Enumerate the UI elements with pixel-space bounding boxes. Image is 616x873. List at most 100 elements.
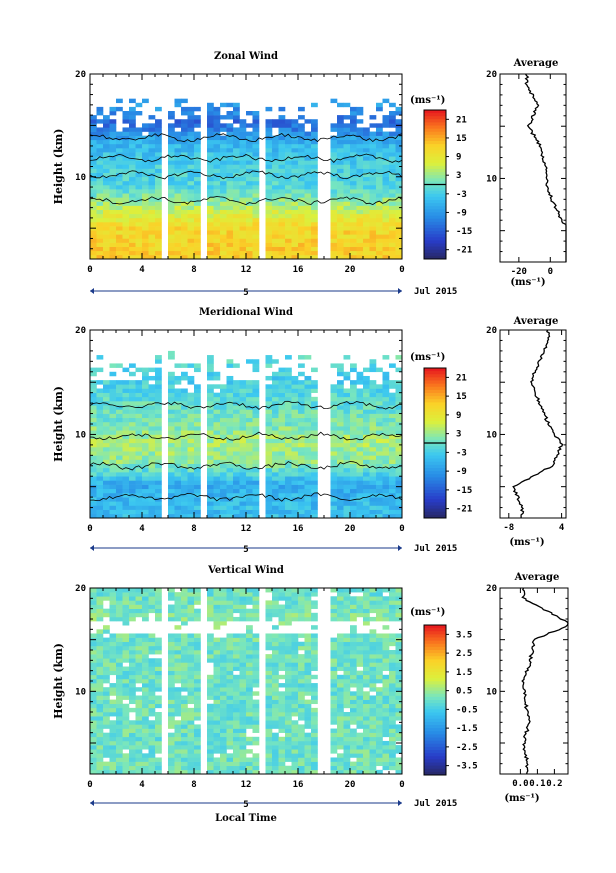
- heatmap-cell: [122, 455, 130, 460]
- heatmap-cell: [213, 497, 221, 502]
- heatmap-cell: [291, 143, 299, 149]
- heatmap-cell: [291, 740, 299, 746]
- heatmap-cell: [265, 355, 273, 360]
- heatmap-cell: [337, 662, 344, 667]
- heatmap-cell: [174, 712, 182, 717]
- heatmap-cell: [103, 384, 110, 389]
- heatmap-cell: [109, 106, 117, 112]
- heatmap-cell: [291, 484, 299, 490]
- heatmap-cell: [350, 176, 357, 182]
- heatmap-cell: [330, 172, 338, 178]
- heatmap-cell: [389, 230, 396, 235]
- heatmap-cell: [129, 180, 136, 186]
- heatmap-cell: [304, 736, 312, 742]
- heatmap-cell: [330, 442, 338, 448]
- heatmap-cell: [181, 396, 188, 402]
- heatmap-cell: [265, 143, 273, 149]
- heatmap-cell: [148, 446, 156, 452]
- heatmap-cell: [122, 438, 130, 444]
- heatmap-cell: [187, 633, 195, 638]
- heatmap-cell: [363, 185, 370, 190]
- heatmap-cell: [389, 658, 396, 663]
- heatmap-cell: [90, 185, 97, 190]
- heatmap-cell: [304, 413, 312, 419]
- heatmap-cell: [174, 426, 182, 431]
- date-axis-arrow-left: [90, 545, 94, 551]
- heatmap-cell: [103, 749, 110, 754]
- heatmap-cell: [382, 509, 390, 515]
- heatmap-cell: [168, 616, 175, 622]
- heatmap-cell: [148, 160, 156, 165]
- heatmap-cell: [363, 757, 370, 762]
- heatmap-cell: [148, 740, 156, 746]
- heatmap-cell: [109, 234, 117, 239]
- heatmap-cell: [103, 716, 110, 721]
- heatmap-cell: [395, 645, 403, 651]
- heatmap-cell: [174, 745, 182, 750]
- x-tick-label: 0: [399, 265, 404, 275]
- heatmap-cell: [148, 451, 156, 456]
- heatmap-cell: [207, 359, 214, 364]
- heatmap-cell: [304, 254, 312, 260]
- heatmap-cell: [155, 242, 162, 247]
- heatmap-cell: [395, 421, 403, 427]
- heatmap-cell: [376, 666, 383, 671]
- heatmap-cell: [330, 612, 338, 618]
- heatmap-cell: [350, 492, 357, 498]
- colorbar-swatch: [424, 175, 446, 179]
- heatmap-cell: [291, 139, 299, 145]
- heatmap-cell: [350, 612, 357, 618]
- heatmap-cell: [252, 226, 260, 231]
- heatmap-cell: [220, 724, 227, 729]
- heatmap-cell: [343, 168, 351, 173]
- heatmap-cell: [155, 703, 162, 709]
- heatmap-cell: [174, 205, 182, 210]
- heatmap-cell: [389, 102, 396, 108]
- heatmap-cell: [311, 745, 318, 750]
- heatmap-cell: [350, 683, 357, 688]
- heatmap-cell: [343, 749, 351, 754]
- heatmap-cell: [194, 143, 201, 149]
- heatmap-cell: [213, 226, 221, 231]
- heatmap-cell: [142, 213, 149, 219]
- heatmap-cell: [96, 501, 104, 506]
- heatmap-cell: [311, 189, 318, 194]
- heatmap-cell: [285, 396, 292, 402]
- heatmap-cell: [395, 213, 403, 219]
- heatmap-cell: [226, 650, 234, 655]
- average-title: Average: [513, 316, 559, 327]
- heatmap-cell: [174, 765, 182, 771]
- heatmap-cell: [220, 446, 227, 452]
- heatmap-cell: [90, 641, 97, 647]
- heatmap-cell: [311, 641, 318, 647]
- heatmap-cell: [343, 608, 351, 614]
- heatmap-cell: [363, 769, 370, 775]
- heatmap-cell: [330, 396, 338, 402]
- heatmap-cell: [382, 123, 390, 128]
- heatmap-cell: [291, 765, 299, 771]
- heatmap-cell: [311, 761, 318, 767]
- heatmap-cell: [304, 678, 312, 684]
- heatmap-cell: [272, 213, 279, 219]
- heatmap-cell: [187, 463, 195, 469]
- heatmap-cell: [278, 148, 286, 153]
- heatmap-cell: [129, 604, 136, 609]
- heatmap-cell: [207, 765, 214, 771]
- heatmap-cell: [194, 749, 201, 754]
- heatmap-cell: [103, 446, 110, 452]
- heatmap-cell: [304, 426, 312, 431]
- heatmap-cell: [350, 230, 357, 235]
- heatmap-cell: [109, 505, 117, 510]
- heatmap-cell: [129, 438, 136, 444]
- heatmap-cell: [129, 691, 136, 696]
- heatmap-cell: [194, 238, 201, 243]
- heatmap-cell: [90, 148, 97, 153]
- heatmap-cell: [265, 765, 273, 771]
- heatmap-cell: [376, 707, 383, 713]
- heatmap-cell: [337, 513, 344, 519]
- heatmap-cell: [337, 666, 344, 671]
- heatmap-cell: [220, 650, 227, 655]
- heatmap-cell: [337, 753, 344, 758]
- heatmap-cell: [265, 446, 273, 452]
